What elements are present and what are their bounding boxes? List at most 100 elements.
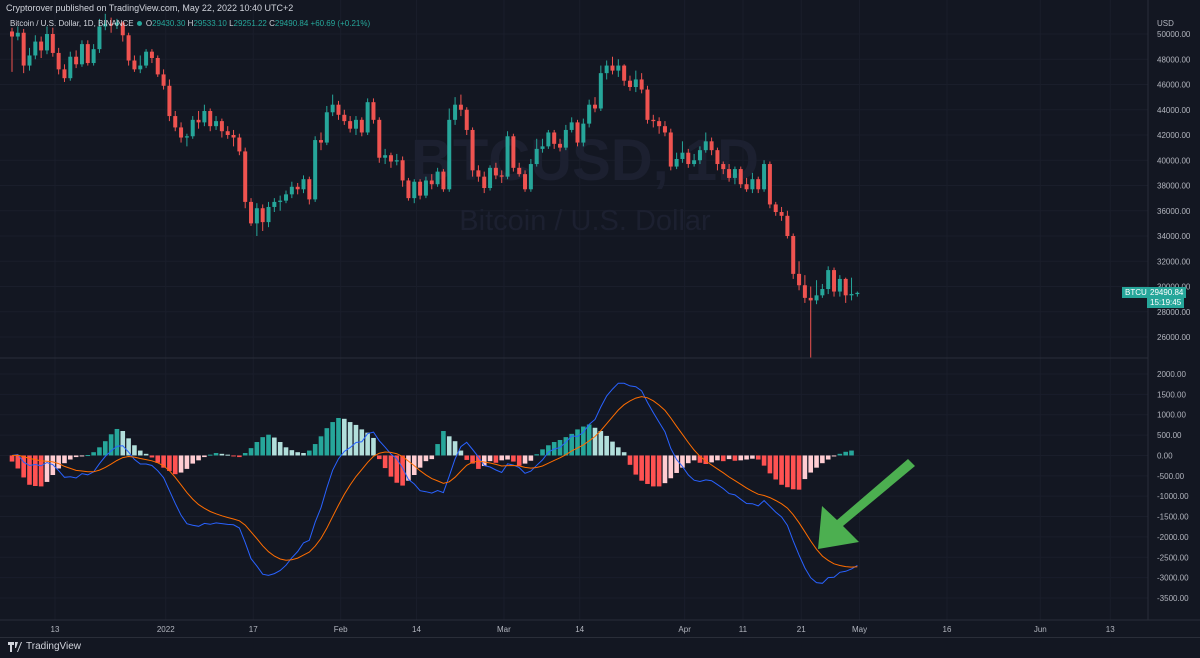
candle-body (627, 80, 632, 88)
candle-body (785, 215, 790, 236)
candle-body (855, 292, 860, 295)
histogram-bar (697, 455, 703, 463)
candle-body (843, 278, 848, 296)
candle-body (779, 212, 784, 216)
histogram-bar (651, 455, 656, 487)
histogram-bar (435, 444, 440, 456)
histogram-bar (283, 447, 289, 456)
macd-tick-label: -1500.00 (1157, 513, 1189, 522)
candle-body (610, 65, 615, 71)
macd-tick-label: -3500.00 (1157, 594, 1189, 603)
histogram-bar (528, 455, 534, 461)
candle-body (581, 123, 586, 143)
histogram-bar (680, 455, 685, 468)
histogram-bar (27, 455, 32, 485)
histogram-bar (213, 453, 219, 456)
candle-body (546, 132, 551, 147)
candle-body (662, 126, 667, 133)
histogram-bar (790, 455, 796, 490)
histogram-bar (207, 454, 213, 456)
candle-body (44, 34, 49, 51)
histogram-bar (825, 455, 831, 460)
histogram-bar (336, 417, 341, 456)
candle-body (721, 164, 726, 170)
histogram-bar (534, 454, 539, 456)
candle-body (50, 34, 55, 53)
candle-body (826, 270, 831, 290)
histogram-bar (172, 455, 178, 475)
time-tick-label: Feb (334, 625, 348, 634)
candle-body (762, 164, 767, 190)
candle-body (575, 122, 580, 143)
histogram-bar (429, 455, 435, 460)
candle-body (254, 208, 259, 224)
candle-body (435, 171, 440, 185)
histogram-bar (126, 438, 131, 456)
histogram-bar (505, 455, 510, 460)
time-tick-label: 2022 (157, 625, 175, 634)
macd-axis[interactable]: 2000.00 1500.00 1000.00 500.00 0.00 -500.00 -1… (1157, 370, 1189, 603)
histogram-bar (656, 455, 662, 487)
candle-body (348, 121, 353, 129)
candle-body (697, 150, 702, 161)
candle-body (33, 41, 38, 56)
histogram-bar (802, 455, 808, 480)
time-tick-label: Apr (678, 625, 691, 634)
candle-body (27, 55, 32, 66)
change-value: +60.69 (+0.21%) (310, 19, 371, 28)
candle-body (528, 164, 533, 190)
histogram-bar (441, 431, 446, 456)
histogram-bar (394, 455, 400, 483)
candle-body (109, 23, 114, 26)
histogram-bar (91, 452, 96, 456)
histogram-bar (633, 455, 639, 475)
histogram-bar (616, 447, 621, 456)
histogram-bar (318, 436, 324, 456)
macd-tick-label: -2000.00 (1157, 533, 1189, 542)
histogram-bar (137, 450, 143, 456)
histogram-bar (254, 442, 260, 456)
histogram-bar (470, 455, 475, 464)
histogram-bar (476, 455, 481, 469)
macd-tick-label: 0.00 (1157, 451, 1173, 460)
histogram-bar (295, 452, 300, 456)
candle-body (202, 111, 207, 123)
histogram-bar (184, 455, 190, 469)
symbol-legend[interactable]: Bitcoin / U.S. Dollar, 1D, BINANCE O2943… (10, 19, 370, 28)
candle-body (208, 111, 213, 127)
histogram-bar (301, 453, 306, 456)
candle-body (680, 152, 685, 159)
macd-tick-label: -3000.00 (1157, 574, 1189, 583)
low-label: L (229, 19, 234, 28)
histogram-bar (62, 455, 67, 464)
candle-body (832, 270, 837, 292)
candle-body (633, 79, 638, 88)
histogram-bar (38, 455, 44, 487)
histogram-bar (406, 455, 411, 481)
candle-body (674, 158, 679, 167)
currency-label: USD (1157, 19, 1174, 28)
histogram-bar (33, 455, 38, 486)
histogram-bar (289, 450, 295, 456)
footer-brand[interactable]: TradingView (8, 641, 81, 652)
candle-body (278, 200, 283, 202)
histogram-bar (592, 427, 598, 456)
candle-body (307, 179, 312, 200)
histogram-bar (610, 441, 615, 456)
high-label: H (187, 19, 194, 28)
open-label: O (145, 19, 153, 28)
time-axis[interactable]: 13202217Feb14Mar14Apr1121May16Jun13Jul11… (51, 625, 1200, 634)
candle-body (470, 129, 475, 171)
histogram-bar (499, 455, 505, 461)
candle-body (365, 102, 370, 133)
price-tick-label: 32000.00 (1157, 257, 1191, 266)
candle-body (173, 116, 178, 128)
macd-line (11, 382, 858, 584)
histogram-bar (330, 422, 335, 456)
candle-body (534, 148, 539, 165)
candle-body (837, 278, 842, 292)
price-tick-label: 28000.00 (1157, 308, 1191, 317)
last-price-symbol-badge: BTCUSD (1122, 287, 1161, 298)
histogram-bar (464, 455, 470, 460)
